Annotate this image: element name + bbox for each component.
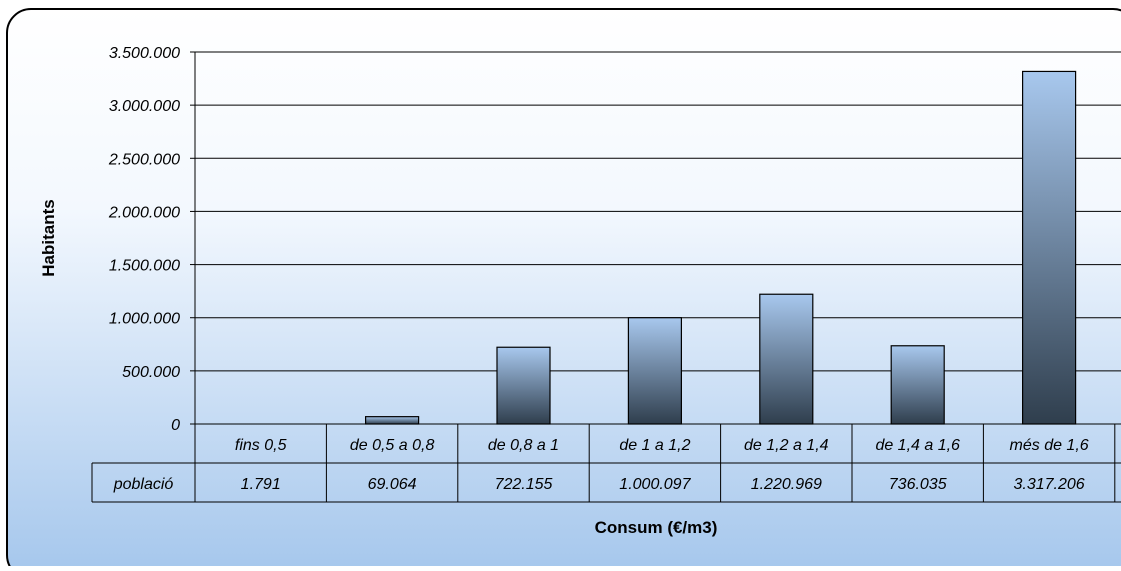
table-value: 1.791 <box>241 476 281 493</box>
x-axis-title: Consum (€/m3) <box>595 518 718 537</box>
bar <box>496 346 551 425</box>
x-category-label: de 0,5 a 0,8 <box>350 437 435 454</box>
bar <box>627 317 683 425</box>
y-tick-label: 1.000.000 <box>109 311 180 328</box>
y-tick-label: 0 <box>171 417 180 434</box>
table-value: 1.220.969 <box>751 476 822 493</box>
bar <box>1021 70 1077 425</box>
y-tick-label: 500.000 <box>122 364 180 381</box>
y-tick-label: 1.500.000 <box>109 258 180 275</box>
table-value: 722.155 <box>495 476 553 493</box>
y-axis-title: Habitants <box>39 199 58 276</box>
x-category-label: de 1 a 1,2 <box>619 437 690 454</box>
x-category-label: de 1,4 a 1,6 <box>875 437 960 454</box>
bars <box>365 70 1077 425</box>
y-tick-label: 3.000.000 <box>109 98 180 115</box>
table-value: 736.035 <box>889 476 947 493</box>
table-value: 69.064 <box>368 476 417 493</box>
x-category-label: de 1,2 a 1,4 <box>744 437 829 454</box>
x-category-label: fins 0,5 <box>235 437 287 454</box>
data-table: població fins 0,5 1.791 de 0,5 a 0,8 69.064 d… <box>91 423 1121 503</box>
y-tick-label: 2.000.000 <box>108 204 180 221</box>
y-tick-label: 3.500.000 <box>109 45 180 62</box>
bar <box>890 345 945 425</box>
table-series-label: població <box>113 476 174 493</box>
chart-frame <box>6 8 1121 571</box>
x-category-label: més de 1,6 <box>1010 437 1089 454</box>
bar <box>365 416 420 425</box>
table-value: 1.000.097 <box>619 476 691 493</box>
table-value: 3.317.206 <box>1014 476 1085 493</box>
x-category-label: de 0,8 a 1 <box>488 437 559 454</box>
y-tick-label: 2.500.000 <box>108 151 180 168</box>
y-axis-ticks: 0 500.000 1.000.000 1.500.000 2.000.000 2.500… <box>108 45 195 434</box>
bar <box>759 293 814 425</box>
